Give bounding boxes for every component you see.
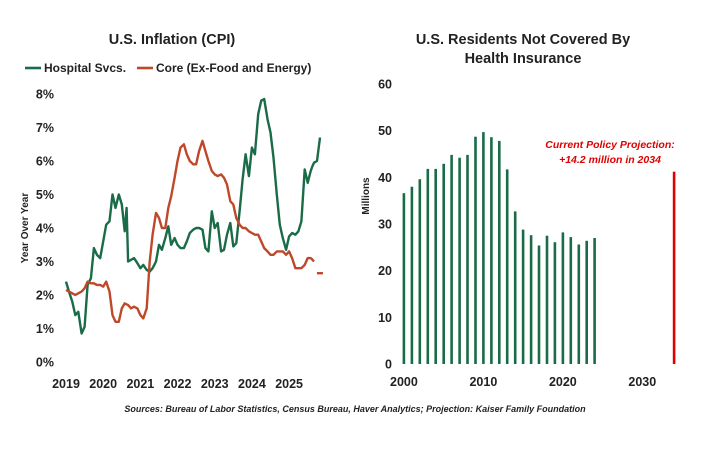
inflation-y-tick-label: 4% [36,222,54,236]
uninsured-bar-2003 [426,168,430,364]
uninsured-bar-2005 [442,163,445,364]
uninsured-bar-2022 [577,244,581,364]
uninsured-bar-2021 [569,237,573,364]
uninsured-chart-title-line2: Health Insurance [465,51,582,67]
inflation-x-tick-label: 2019 [52,377,80,391]
legend-label-core: Core (Ex-Food and Energy) [156,61,311,75]
uninsured-chart-title-line1: U.S. Residents Not Covered By [416,32,630,48]
inflation-lines [64,97,323,335]
uninsured-bar-2019 [553,242,557,364]
uninsured-y-tick-label: 20 [378,264,392,278]
uninsured-bar-2018 [545,235,549,364]
projection-annotation-line2: +14.2 million in 2034 [559,154,661,166]
uninsured-y-tick-label: 0 [385,358,392,372]
uninsured-bar-2010 [482,132,485,364]
uninsured-bar-2017 [537,245,541,364]
legend-label-hospital: Hospital Svcs. [44,61,126,75]
projection-bar-2034 [672,171,676,364]
uninsured-y-tick-label: 60 [378,78,392,92]
uninsured-bar-2002 [418,179,422,364]
uninsured-x-tick-label: 2010 [469,375,497,389]
uninsured-bar-2009 [474,136,477,364]
inflation-x-tick-label: 2020 [89,377,117,391]
uninsured-y-ticks: 0 10 20 30 40 50 60 [378,78,392,372]
uninsured-y-axis-label: Millions [361,177,372,215]
uninsured-bar-2023 [585,240,588,364]
uninsured-title-part2: Health Insurance [465,51,582,67]
uninsured-bar-2014 [513,211,517,364]
uninsured-x-tick-label: 2020 [549,375,577,389]
inflation-x-tick-label: 2024 [238,377,266,391]
inflation-x-tick-label: 2025 [275,377,303,391]
inflation-x-ticks: 2019 2020 2021 2022 2023 2024 2025 [52,377,303,391]
hospital-services-line [64,97,322,335]
uninsured-x-ticks: 2000 2010 2020 2030 [390,375,656,389]
uninsured-bar-2000 [402,193,406,364]
uninsured-bar-2016 [529,235,533,364]
uninsured-bar-2012 [498,140,501,364]
inflation-x-tick-label: 2023 [201,377,229,391]
inflation-chart: U.S. Inflation (CPI) Hospital Svcs. Core… [20,32,323,391]
inflation-chart-title: U.S. Inflation (CPI) [109,32,236,48]
inflation-x-tick-label: 2021 [126,377,154,391]
uninsured-bar-2007 [458,157,461,364]
inflation-x-tick-label: 2022 [164,377,192,391]
inflation-y-tick-label: 3% [36,255,54,269]
inflation-y-tick-label: 1% [36,322,54,336]
core-cpi-line [65,139,315,323]
uninsured-title-part1: U.S. Residents Not Covered By [416,32,630,48]
inflation-y-axis-label: Year Over Year [20,193,31,264]
inflation-y-tick-label: 6% [36,155,54,169]
inflation-y-ticks: 0% 1% 2% 3% 4% 5% 6% 7% 8% [36,88,54,370]
uninsured-y-tick-label: 50 [378,124,392,138]
uninsured-bar-2024 [593,238,596,364]
uninsured-x-tick-label: 2000 [390,375,418,389]
uninsured-bar-2011 [490,137,493,364]
inflation-y-tick-label: 2% [36,289,54,303]
inflation-y-tick-label: 5% [36,188,54,202]
source-note: Sources: Bureau of Labor Statistics, Cen… [124,404,586,414]
uninsured-x-tick-label: 2030 [628,375,656,389]
uninsured-bar-2004 [434,168,437,364]
uninsured-y-tick-label: 10 [378,311,392,325]
projection-annotation-line1: Current Policy Projection: [545,139,675,151]
inflation-y-tick-label: 0% [36,356,54,370]
uninsured-bar-2008 [466,154,469,364]
inflation-legend: Hospital Svcs. Core (Ex-Food and Energy) [25,61,311,75]
uninsured-bar-2001 [410,186,414,364]
uninsured-y-tick-label: 30 [378,218,392,232]
uninsured-bar-2020 [561,232,565,364]
uninsured-bar-2013 [505,169,509,364]
uninsured-bars [402,132,676,364]
inflation-y-tick-label: 7% [36,121,54,135]
uninsured-y-tick-label: 40 [378,171,392,185]
uninsured-bar-2015 [521,229,525,364]
inflation-y-tick-label: 8% [36,88,54,102]
uninsured-bar-2006 [450,154,453,364]
uninsured-chart: U.S. Residents Not Covered By Health Ins… [361,32,676,389]
